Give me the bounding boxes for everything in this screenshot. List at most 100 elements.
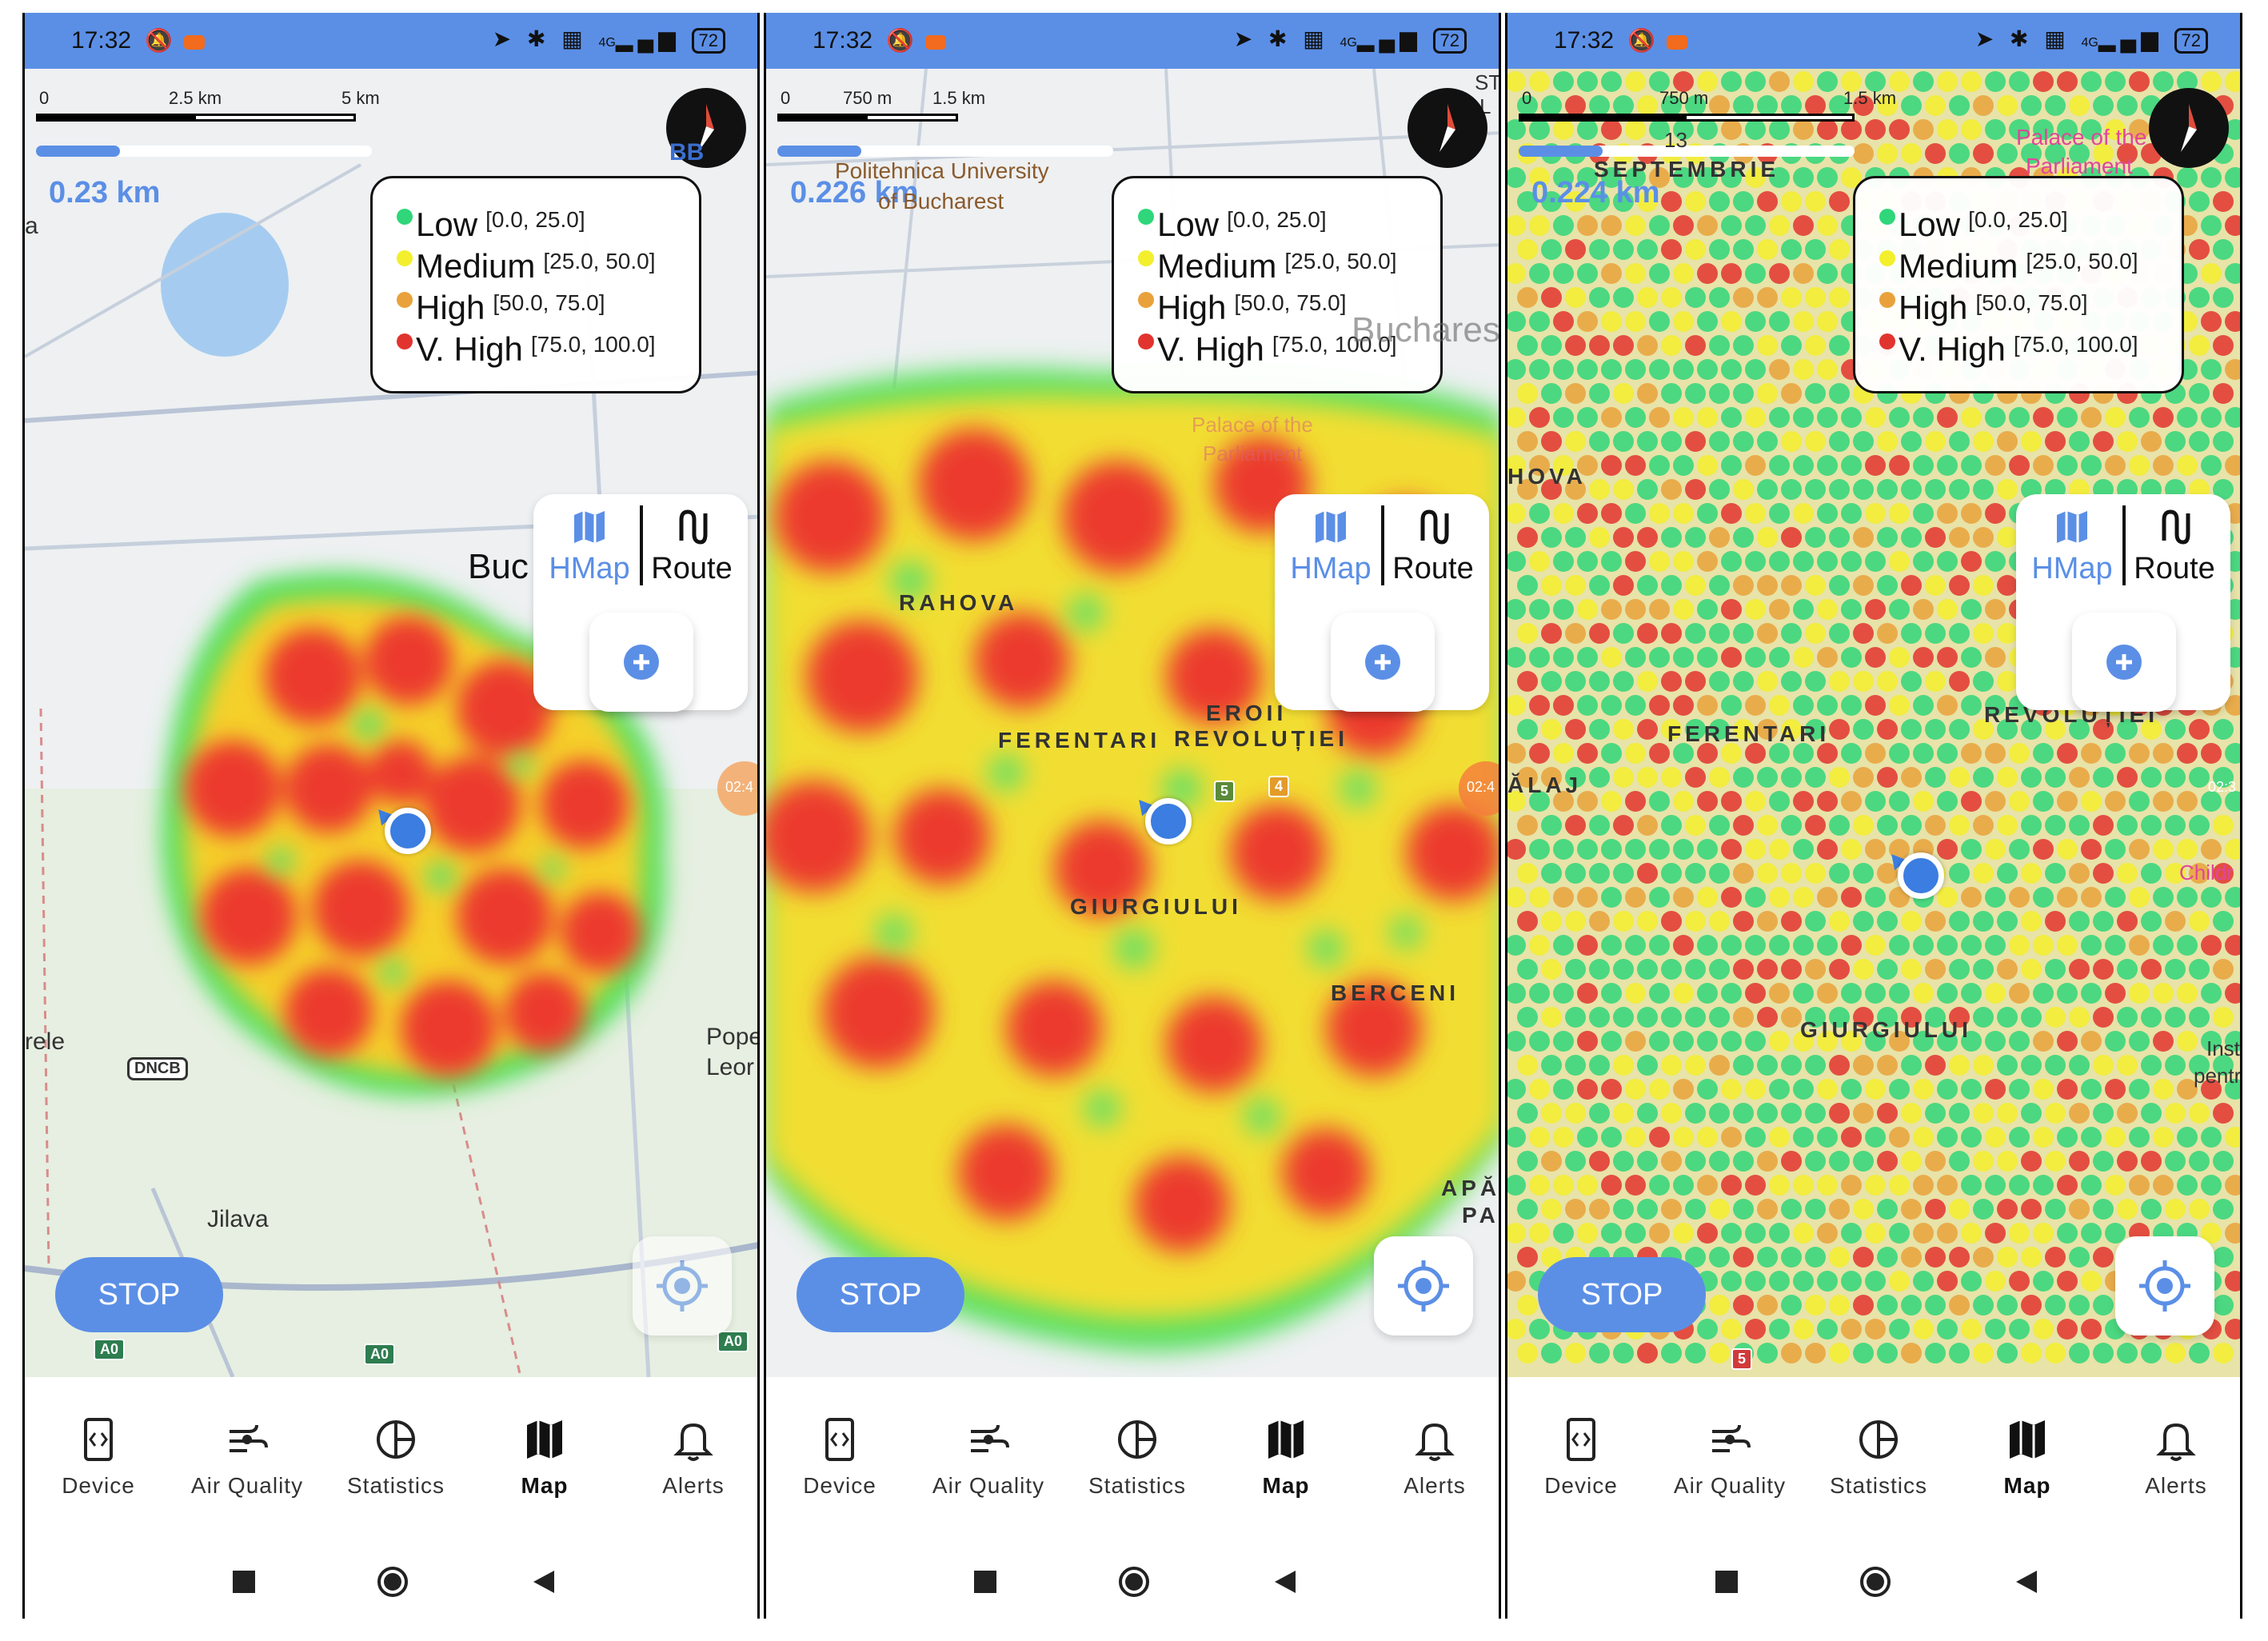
back-button[interactable] <box>527 1566 559 1598</box>
nav-alerts[interactable]: Alerts <box>2102 1417 2240 1499</box>
stop-button[interactable]: STOP <box>797 1257 964 1332</box>
sample-dot <box>1949 1007 1970 1028</box>
sample-dot <box>1769 1271 1790 1292</box>
sample-dot <box>1565 191 1586 212</box>
add-button[interactable] <box>2072 613 2176 712</box>
sample-dot <box>1781 431 1802 452</box>
sample-dot <box>1553 887 1574 908</box>
sample-dot <box>1805 95 1826 116</box>
recents-button[interactable] <box>1711 1566 1743 1598</box>
hmap-toggle[interactable]: HMap <box>2021 505 2123 593</box>
sample-dot <box>2201 407 2222 428</box>
sample-dot <box>2129 887 2150 908</box>
add-button[interactable] <box>589 613 693 712</box>
sample-dot <box>1685 191 1706 212</box>
sample-dot <box>1805 383 1826 404</box>
nav-alerts[interactable]: Alerts <box>1361 1417 1499 1499</box>
sample-dot <box>2141 1055 2162 1076</box>
locate-button[interactable] <box>2115 1236 2214 1336</box>
sample-dot <box>1829 767 1850 788</box>
legend-row-very-high: V. High [75.0, 100.0] <box>1879 330 2182 372</box>
sample-dot <box>1517 1295 1538 1316</box>
sample-dot <box>1541 527 1562 548</box>
sample-dot <box>2213 191 2234 212</box>
sample-dot <box>2117 1007 2138 1028</box>
sample-dot <box>1781 1199 1802 1220</box>
sample-dot <box>2153 1175 2174 1196</box>
add-button[interactable] <box>1331 613 1435 712</box>
sample-dot <box>1507 71 1526 92</box>
nav-statistics[interactable]: Statistics <box>322 1417 469 1499</box>
nav-alerts[interactable]: Alerts <box>620 1417 757 1499</box>
home-button[interactable] <box>1859 1566 1891 1598</box>
sample-dot <box>1937 983 1958 1004</box>
nav-statistics[interactable]: Statistics <box>1805 1417 1952 1499</box>
sample-dot <box>1529 935 1550 956</box>
sample-dot <box>1829 1055 1850 1076</box>
sample-dot <box>1697 935 1718 956</box>
map-view[interactable]: 0 750 m 1.5 km 13 SEPTEMBRIE 0.224 km Pa… <box>1507 69 2240 1377</box>
sample-dot <box>1745 407 1766 428</box>
hmap-toggle[interactable]: HMap <box>1280 505 1382 593</box>
sample-dot <box>2045 1247 2066 1268</box>
home-button[interactable] <box>1118 1566 1150 1598</box>
back-button[interactable] <box>2010 1566 2042 1598</box>
recents-button[interactable] <box>969 1566 1001 1598</box>
nav-air-quality[interactable]: Air Quality <box>915 1417 1062 1499</box>
map-view[interactable]: 0 750 m 1.5 km Politehnica University 0.… <box>766 69 1499 1377</box>
nav-device[interactable]: Device <box>766 1417 913 1499</box>
hmap-toggle[interactable]: HMap <box>538 505 641 593</box>
sample-dot <box>1697 359 1718 380</box>
stop-button[interactable]: STOP <box>1538 1257 1706 1332</box>
sample-dot <box>2177 167 2198 188</box>
stop-button[interactable]: STOP <box>55 1257 223 1332</box>
place-label: GIURGIULUI <box>1070 894 1242 919</box>
sample-dot <box>1625 503 1646 524</box>
compass-button[interactable] <box>666 88 746 168</box>
nav-statistics[interactable]: Statistics <box>1064 1417 1211 1499</box>
nav-map[interactable]: Map <box>1212 1417 1360 1499</box>
sample-dot <box>1541 431 1562 452</box>
compass-button[interactable] <box>1408 88 1487 168</box>
map-view[interactable]: 0 2.5 km 5 km 0.23 km Low [0.0, 25.0] Med… <box>25 69 757 1377</box>
sample-dot <box>2213 287 2234 308</box>
sample-dot <box>1507 215 1526 236</box>
legend-row-high: High [50.0, 75.0] <box>1138 289 1440 330</box>
sample-dot <box>1577 1079 1598 1100</box>
sample-dot <box>1805 863 1826 884</box>
nav-air-quality[interactable]: Air Quality <box>1656 1417 1803 1499</box>
route-toggle[interactable]: Route <box>1382 505 1484 593</box>
locate-button[interactable] <box>633 1236 732 1336</box>
nav-device[interactable]: Device <box>25 1417 172 1499</box>
nav-map[interactable]: Map <box>471 1417 618 1499</box>
sample-dot <box>1769 455 1790 476</box>
home-circle-icon <box>1119 1567 1149 1597</box>
sample-dot <box>2153 743 2174 764</box>
device-icon <box>84 1418 113 1461</box>
locate-button[interactable] <box>1374 1236 1473 1336</box>
sample-dot <box>1997 1055 2018 1076</box>
sample-dot <box>1997 959 2018 980</box>
home-button[interactable] <box>377 1566 409 1598</box>
sample-dot <box>2069 959 2090 980</box>
nav-map[interactable]: Map <box>1954 1417 2101 1499</box>
nav-air-quality[interactable]: Air Quality <box>174 1417 321 1499</box>
route-toggle[interactable]: Route <box>641 505 743 593</box>
sample-dot <box>1507 695 1526 716</box>
sample-dot <box>2165 431 2186 452</box>
legend-row-high: High [50.0, 75.0] <box>1879 289 2182 330</box>
sample-dot <box>2045 1103 2066 1124</box>
sample-dot <box>1601 1079 1622 1100</box>
back-button[interactable] <box>1268 1566 1300 1598</box>
sample-dot <box>2009 407 2030 428</box>
sample-dot <box>1685 671 1706 692</box>
sample-dot <box>1601 1175 1622 1196</box>
highway-badge: A0 <box>364 1344 396 1365</box>
nav-device[interactable]: Device <box>1507 1417 1655 1499</box>
recents-button[interactable] <box>228 1566 260 1598</box>
route-toggle[interactable]: Route <box>2123 505 2226 593</box>
sample-dot <box>1613 95 1634 116</box>
sample-dot <box>1649 1127 1670 1148</box>
sample-dot <box>1541 1199 1562 1220</box>
compass-button[interactable] <box>2149 88 2229 168</box>
